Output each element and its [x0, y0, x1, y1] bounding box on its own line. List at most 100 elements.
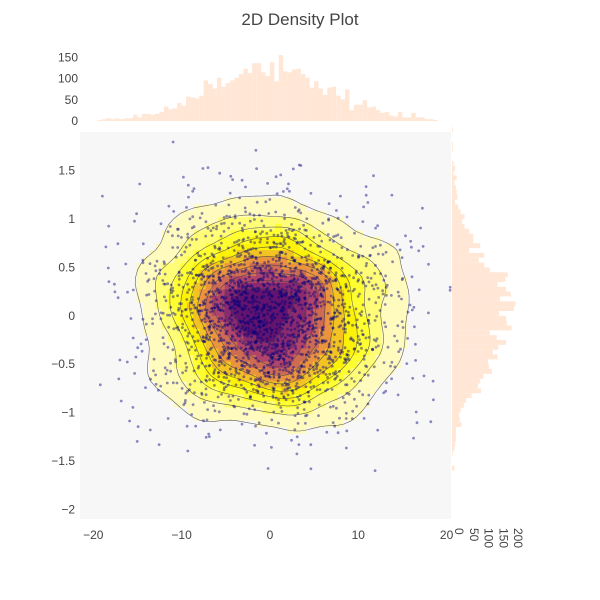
scatter-point: [192, 303, 196, 307]
x-tick-label: −10: [171, 528, 192, 542]
chart-title: 2D Density Plot: [241, 10, 358, 29]
x-tick-label: 0: [267, 528, 274, 542]
scatter-point: [252, 332, 256, 336]
scatter-points: [98, 140, 452, 472]
scatter-point: [323, 258, 326, 262]
scatter-point: [280, 295, 284, 298]
scatter-point: [255, 305, 259, 309]
scatter-point: [174, 360, 178, 364]
scatter-point: [243, 263, 246, 266]
scatter-point: [243, 321, 247, 325]
scatter-point: [379, 272, 382, 276]
scatter-point: [217, 320, 220, 324]
scatter-point: [342, 361, 346, 365]
scatter-point: [233, 302, 237, 306]
scatter-point: [213, 409, 217, 413]
scatter-point: [208, 348, 212, 351]
scatter-point: [283, 242, 287, 246]
scatter-point: [241, 367, 245, 371]
scatter-point: [190, 301, 194, 304]
top-histogram-bar: [159, 111, 164, 121]
scatter-point: [293, 428, 297, 432]
scatter-point: [282, 323, 286, 326]
scatter-point: [352, 380, 356, 383]
scatter-point: [305, 358, 309, 362]
scatter-point: [339, 312, 342, 315]
scatter-point: [213, 306, 217, 310]
scatter-point: [255, 262, 259, 266]
right-histogram-bar: [452, 301, 516, 307]
top-histogram-bar: [296, 68, 301, 121]
scatter-point: [262, 323, 266, 327]
scatter-point: [315, 304, 318, 308]
top-histogram-bar: [243, 68, 248, 121]
right-histogram-bar: [452, 417, 460, 423]
scatter-point: [218, 333, 221, 337]
scatter-point: [209, 319, 213, 323]
scatter-point: [245, 363, 249, 366]
scatter-point: [303, 323, 306, 327]
scatter-point: [279, 309, 283, 313]
scatter-point: [214, 203, 218, 207]
scatter-point: [172, 327, 176, 331]
scatter-point: [270, 300, 274, 304]
scatter-point: [266, 182, 269, 185]
scatter-point: [234, 326, 238, 330]
scatter-point: [251, 279, 255, 282]
scatter-point: [274, 344, 277, 348]
scatter-point: [384, 250, 388, 254]
scatter-point: [153, 289, 157, 293]
top-histogram-bar: [331, 86, 337, 121]
scatter-point: [229, 300, 233, 304]
scatter-point: [242, 375, 246, 379]
scatter-point: [226, 383, 230, 387]
scatter-point: [251, 315, 255, 319]
scatter-point: [148, 262, 152, 265]
scatter-point: [240, 286, 244, 289]
scatter-point: [304, 414, 307, 418]
scatter-point: [240, 226, 244, 230]
scatter-point: [344, 327, 347, 331]
right-histogram-bar: [452, 359, 489, 365]
scatter-point: [233, 289, 237, 293]
scatter-point: [246, 314, 250, 318]
scatter-point: [334, 355, 337, 359]
scatter-point: [251, 404, 255, 408]
scatter-point: [227, 395, 231, 398]
scatter-point: [239, 368, 242, 371]
scatter-point: [289, 351, 293, 355]
scatter-point: [274, 306, 278, 310]
scatter-point: [359, 342, 363, 346]
scatter-point: [288, 296, 292, 299]
scatter-point: [253, 408, 257, 411]
scatter-point: [222, 230, 226, 233]
scatter-point: [249, 310, 253, 314]
scatter-point: [285, 320, 288, 324]
scatter-point: [272, 390, 275, 394]
scatter-point: [244, 290, 247, 294]
right-histogram-bar: [452, 223, 465, 229]
scatter-point: [352, 339, 355, 343]
scatter-point: [293, 288, 297, 292]
scatter-point: [256, 289, 260, 293]
scatter-point: [244, 185, 247, 189]
scatter-point: [298, 394, 302, 398]
scatter-point: [233, 311, 237, 315]
scatter-point: [220, 296, 223, 299]
scatter-point: [237, 301, 241, 305]
scatter-point: [246, 314, 249, 318]
scatter-point: [268, 283, 272, 286]
scatter-point: [228, 317, 232, 320]
scatter-point: [271, 280, 275, 284]
scatter-point: [206, 166, 210, 170]
scatter-point: [311, 334, 315, 337]
scatter-point: [224, 385, 228, 388]
scatter-point: [181, 285, 185, 289]
scatter-point: [358, 312, 362, 315]
scatter-point: [313, 330, 316, 334]
scatter-point: [325, 287, 329, 291]
scatter-point: [268, 327, 272, 330]
top-histogram-bar: [420, 117, 425, 121]
scatter-point: [319, 304, 323, 308]
scatter-point: [163, 272, 167, 276]
